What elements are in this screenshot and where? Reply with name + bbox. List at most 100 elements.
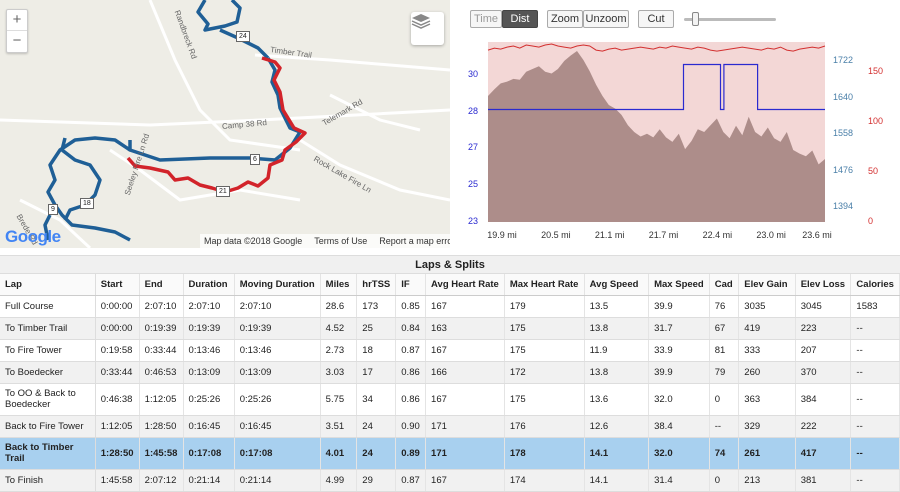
lap-cell: 213 — [738, 469, 796, 492]
map-canvas[interactable] — [0, 0, 450, 248]
smoothing-slider[interactable] — [684, 12, 776, 26]
lap-cell: 417 — [795, 437, 852, 470]
route-shield: 18 — [80, 198, 94, 209]
lap-cell: 11.9 — [584, 339, 650, 362]
column-header[interactable]: Max Heart Rate — [504, 274, 585, 296]
elevation-chart[interactable]: 30 28 27 25 23 1722 1640 1558 1476 1394 150 100 50 0 1… — [450, 38, 900, 248]
lap-cell: 167 — [425, 295, 505, 318]
lap-row[interactable]: To OO & Back to Boedecker 0:46:38 1:12:05 0… — [0, 383, 900, 416]
lap-cell: 0:00:00 — [95, 317, 140, 340]
lap-cell: 1:45:58 — [95, 469, 140, 492]
x-tick: 20.5 mi — [541, 230, 571, 240]
cut-button[interactable]: Cut — [638, 10, 674, 28]
lap-cell: Full Course — [0, 295, 96, 318]
lap-row[interactable]: Full Course 0:00:00 2:07:10 2:07:10 2:07:10 2… — [0, 295, 900, 318]
column-header[interactable]: Moving Duration — [234, 274, 321, 296]
lap-cell: 32.0 — [648, 383, 710, 416]
lap-cell: 0.86 — [395, 361, 427, 384]
lap-cell: 3045 — [795, 295, 852, 318]
lap-cell: 0:13:46 — [183, 339, 235, 362]
map-data-credit: Map data ©2018 Google — [204, 236, 303, 246]
dist-axis-button[interactable]: Dist — [502, 10, 538, 28]
y-left-tick: 25 — [468, 179, 478, 189]
column-header[interactable]: Miles — [320, 274, 358, 296]
x-tick: 21.7 mi — [649, 230, 679, 240]
column-header[interactable]: hrTSS — [356, 274, 397, 296]
lap-row[interactable]: Back to Timber Trail 1:28:50 1:45:58 0:17:0… — [0, 437, 900, 470]
lap-cell: 381 — [795, 469, 852, 492]
lap-cell: 1:28:50 — [95, 437, 140, 470]
column-header[interactable]: Duration — [183, 274, 235, 296]
zoom-in-button[interactable]: + — [7, 10, 27, 31]
lap-row[interactable]: To Finish 1:45:58 2:07:12 0:21:14 0:21:14 4.9… — [0, 469, 900, 492]
lap-cell: 174 — [504, 469, 585, 492]
lap-cell: 32.0 — [648, 437, 710, 470]
lap-cell: 0:16:45 — [234, 415, 321, 438]
lap-cell: 3.51 — [320, 415, 358, 438]
lap-cell: -- — [850, 469, 900, 492]
lap-cell: 0.90 — [395, 415, 427, 438]
lap-cell: 1:45:58 — [139, 437, 184, 470]
lap-row[interactable]: To Fire Tower 0:19:58 0:33:44 0:13:46 0:13:4… — [0, 339, 900, 362]
map-layers-button[interactable] — [411, 12, 444, 45]
lap-cell: 74 — [709, 437, 740, 470]
lap-cell: 4.01 — [320, 437, 358, 470]
lap-cell: 0 — [709, 469, 740, 492]
lap-cell: 0:21:14 — [234, 469, 321, 492]
column-header[interactable]: Avg Heart Rate — [425, 274, 505, 296]
column-header[interactable]: Start — [95, 274, 140, 296]
slider-thumb[interactable] — [692, 12, 699, 26]
lap-cell: 167 — [425, 383, 505, 416]
column-header[interactable]: Cad — [709, 274, 740, 296]
y-mid-tick: 1558 — [833, 128, 853, 138]
laps-table: Lap Start End Duration Moving Duration Miles h… — [0, 274, 900, 492]
column-header[interactable]: Elev Gain — [738, 274, 796, 296]
zoom-button[interactable]: Zoom — [547, 10, 583, 28]
lap-cell: 31.4 — [648, 469, 710, 492]
time-axis-button[interactable]: Time — [470, 10, 502, 28]
column-header[interactable]: Calories — [850, 274, 900, 296]
report-error-link[interactable]: Report a map erro — [379, 236, 450, 246]
x-tick: 22.4 mi — [703, 230, 733, 240]
lap-cell: 25 — [356, 317, 397, 340]
lap-cell: 175 — [504, 339, 585, 362]
lap-row[interactable]: To Timber Trail 0:00:00 0:19:39 0:19:39 0:19… — [0, 317, 900, 340]
route-map[interactable]: Randbreck Rd Timber Trail Camp 38 Rd Tel… — [0, 0, 450, 248]
lap-cell: To Fire Tower — [0, 339, 96, 362]
lap-cell: To Timber Trail — [0, 317, 96, 340]
lap-cell: 0.85 — [395, 295, 427, 318]
lap-cell: 223 — [795, 317, 852, 340]
column-header[interactable]: End — [139, 274, 184, 296]
unzoom-button[interactable]: Unzoom — [583, 10, 629, 28]
lap-cell: 0 — [709, 383, 740, 416]
column-header[interactable]: Elev Loss — [795, 274, 852, 296]
google-logo: Google — [5, 227, 61, 247]
lap-cell: 419 — [738, 317, 796, 340]
zoom-out-button[interactable]: − — [12, 32, 22, 49]
column-header[interactable]: Lap — [0, 274, 96, 296]
column-header[interactable]: IF — [395, 274, 427, 296]
lap-cell: 4.99 — [320, 469, 358, 492]
lap-cell: 176 — [504, 415, 585, 438]
column-header[interactable]: Max Speed — [648, 274, 710, 296]
lap-cell: 0:19:39 — [234, 317, 321, 340]
lap-row[interactable]: To Boedecker 0:33:44 0:46:53 0:13:09 0:13:09… — [0, 361, 900, 384]
lap-cell: 2:07:12 — [139, 469, 184, 492]
x-tick: 23.0 mi — [756, 230, 786, 240]
lap-cell: 0.89 — [395, 437, 427, 470]
lap-cell: 1583 — [850, 295, 900, 318]
lap-cell: -- — [709, 415, 740, 438]
column-header[interactable]: Avg Speed — [584, 274, 650, 296]
heart-rate-line — [487, 43, 826, 52]
lap-cell: 171 — [425, 415, 505, 438]
lap-cell: 260 — [738, 361, 796, 384]
map-footer: Map data ©2018 Google Terms of Use Repor… — [200, 234, 450, 248]
lap-cell: 5.75 — [320, 383, 358, 416]
lap-cell: 175 — [504, 383, 585, 416]
lap-cell: 1:12:05 — [95, 415, 140, 438]
lap-row[interactable]: Back to Fire Tower 1:12:05 1:28:50 0:16:45 0… — [0, 415, 900, 438]
lap-cell: To Finish — [0, 469, 96, 492]
y-left-tick: 30 — [468, 69, 478, 79]
terms-link[interactable]: Terms of Use — [314, 236, 368, 246]
lap-cell: 173 — [356, 295, 397, 318]
